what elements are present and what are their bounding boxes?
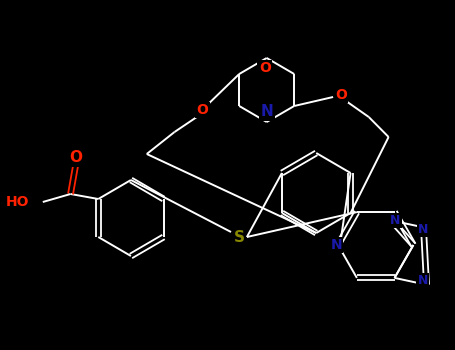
Text: HO: HO [5,195,29,209]
Text: O: O [335,88,347,102]
Text: S: S [233,230,244,245]
Text: N: N [330,238,342,252]
Text: N: N [260,105,273,119]
Text: N: N [418,223,429,236]
Text: O: O [197,103,208,117]
Text: N: N [417,274,428,287]
Text: N: N [390,214,401,227]
Text: O: O [69,150,82,166]
Text: O: O [259,61,271,75]
